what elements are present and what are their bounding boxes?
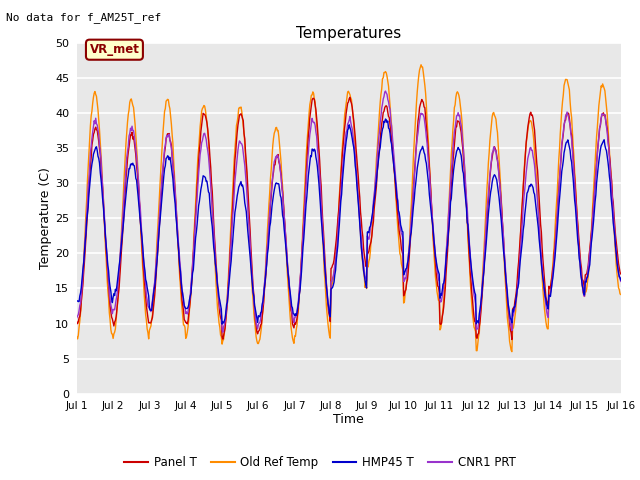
Text: VR_met: VR_met <box>90 43 140 56</box>
X-axis label: Time: Time <box>333 413 364 426</box>
Y-axis label: Temperature (C): Temperature (C) <box>39 168 52 269</box>
Text: No data for f_AM25T_ref: No data for f_AM25T_ref <box>6 12 162 23</box>
Legend: Panel T, Old Ref Temp, HMP45 T, CNR1 PRT: Panel T, Old Ref Temp, HMP45 T, CNR1 PRT <box>120 452 520 474</box>
Title: Temperatures: Temperatures <box>296 25 401 41</box>
